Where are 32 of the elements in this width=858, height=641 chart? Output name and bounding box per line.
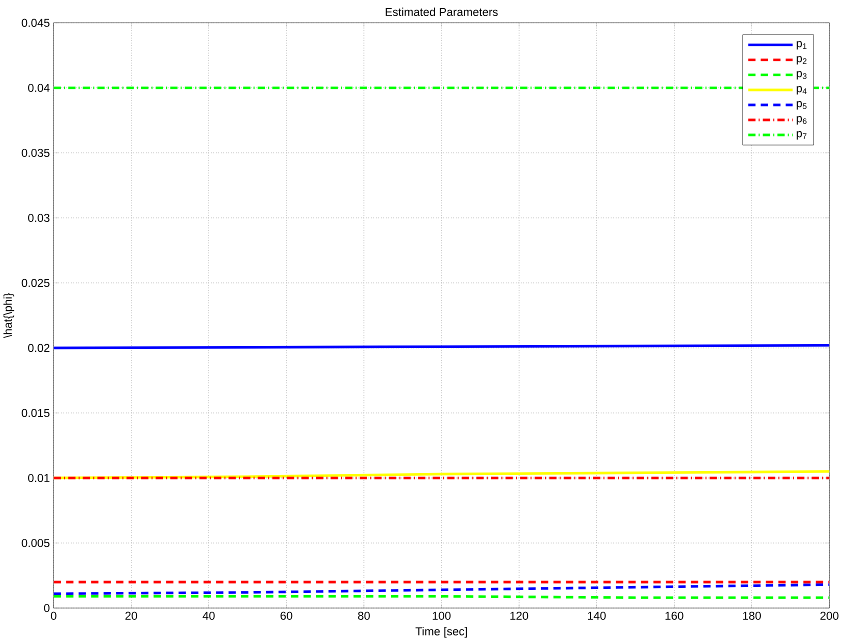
legend-label: p$_{5}$ [796,100,807,110]
x-tick-label: 180 [743,612,761,620]
y-tick-label: 0.005 [22,538,50,548]
x-tick-label: 80 [358,612,370,620]
legend-label: p$_{7}$ [796,131,806,140]
y-tick-label: 0.015 [22,408,50,417]
legend-label: p$_{2}$ [796,56,806,64]
legend-label: p$_{6}$ [796,116,807,125]
line-series [54,583,830,595]
x-axis-title: Time [sec] [416,626,467,638]
y-tick-label: 0.04 [28,84,50,92]
x-tick-label: 0 [50,612,56,620]
y-tick-label: 0.025 [22,278,50,287]
legend-label: p$_{3}$ [796,70,807,80]
y-tick-label: 0.02 [28,344,50,352]
legend-label: p$_{1}$ [796,40,806,50]
y-tick-label: 0.035 [22,148,50,157]
y-tick-label: 0 [44,604,50,612]
x-tick-label: 160 [666,612,684,620]
x-tick-label: 200 [820,612,838,620]
x-tick-label: 40 [202,612,215,620]
legend-label: p$_{4}$ [796,86,807,95]
x-tick-label: 60 [280,612,292,620]
y-tick-label: 0.03 [28,214,50,222]
chart-title: Estimated Parameters [386,8,498,16]
x-tick-label: 20 [125,612,138,620]
x-tick-label: 100 [432,612,451,620]
y-tick-label: 0.045 [22,18,50,27]
y-axis-title: \hat{\phi} [3,293,14,338]
x-tick-label: 120 [510,612,528,620]
y-tick-label: 0.01 [28,474,50,482]
x-tick-label: 140 [588,612,606,620]
